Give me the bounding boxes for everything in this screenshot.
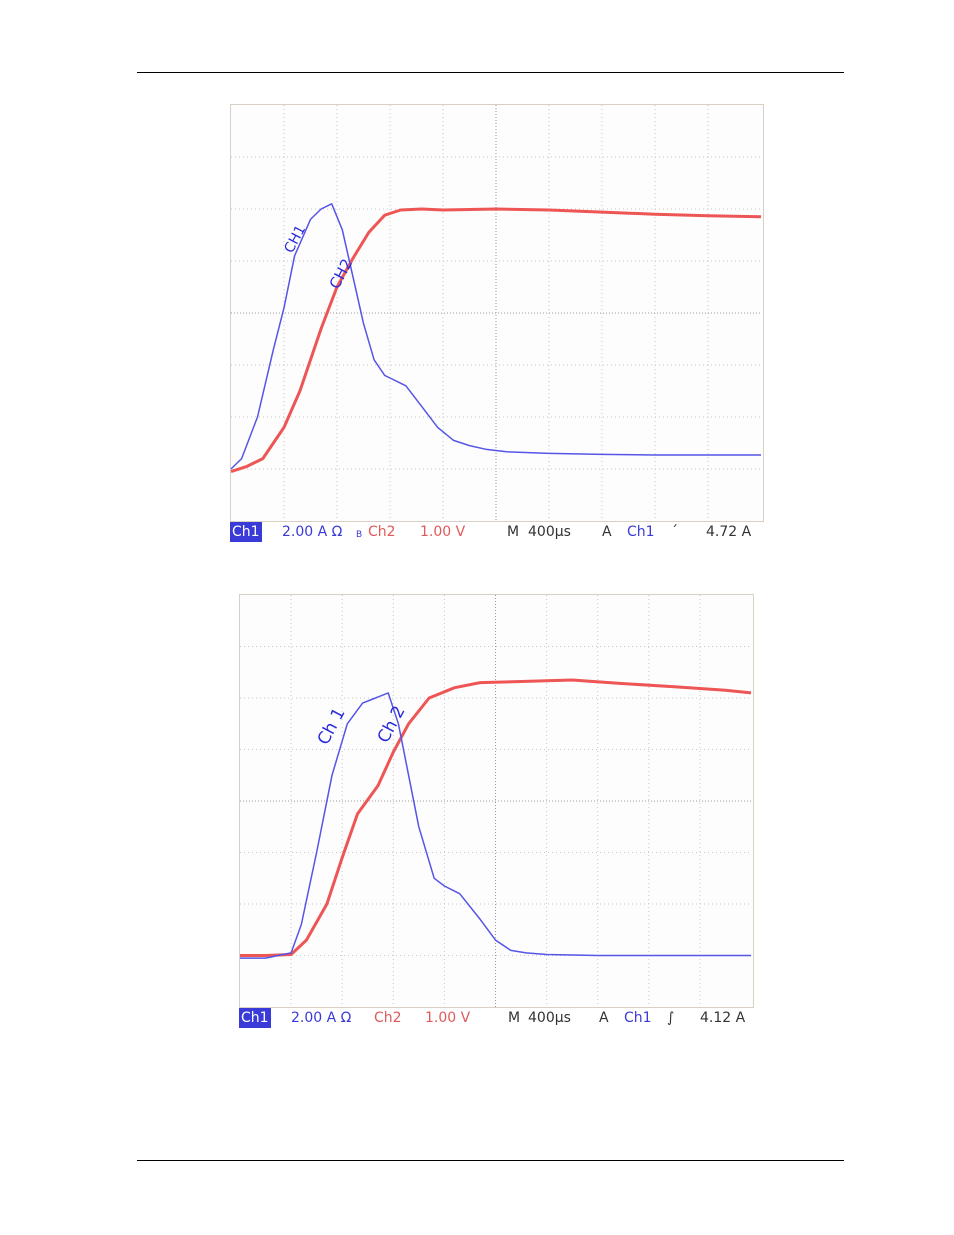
trace-ch-1	[240, 692, 751, 959]
ch1-indicator: Ch1	[230, 522, 262, 542]
ch1-bw-mark: B	[356, 530, 363, 540]
timebase-label: M	[508, 1010, 521, 1026]
waveform-plot-2: Ch 1 Ch 2	[239, 594, 754, 1009]
trigger-falling-icon: ˊ	[671, 524, 678, 540]
graticule-frame	[239, 594, 754, 1009]
trigger-label: A	[599, 1010, 609, 1026]
footer-rule	[137, 1160, 844, 1161]
ch2-indicator: Ch2	[374, 1010, 402, 1026]
trigger-source: Ch1	[627, 524, 655, 540]
ch2-indicator: Ch2	[368, 524, 396, 540]
timebase-label: M	[507, 524, 520, 540]
ch2-scale: 1.00 V	[420, 524, 466, 540]
trigger-level: 4.72 A	[706, 524, 752, 540]
trigger-source: Ch1	[624, 1010, 652, 1026]
ch1-scale: 2.00 A Ω	[291, 1010, 352, 1026]
oscilloscope-capture-1: CH1 CH2 Ch1 2.00 A Ω B Ch2 1.00 V M 400µs…	[230, 104, 764, 542]
ch1-scale: 2.00 A Ω	[282, 524, 343, 540]
trace-ch1	[230, 203, 761, 470]
timebase-value: 400µs	[528, 1010, 571, 1026]
status-bar-2: Ch1 2.00 A Ω Ch2 1.00 V M 400µs A Ch1 ∫ …	[239, 1008, 754, 1028]
oscilloscope-capture-2: Ch 1 Ch 2 Ch1 2.00 A Ω Ch2 1.00 V M 400µs…	[239, 594, 754, 1028]
graticule-frame	[230, 104, 764, 523]
trigger-rising-icon: ∫	[667, 1010, 675, 1026]
header-rule	[137, 72, 844, 73]
trigger-label: A	[602, 524, 612, 540]
trace-ch2	[230, 207, 762, 474]
ch1-indicator: Ch1	[239, 1008, 271, 1028]
trigger-level: 4.12 A	[700, 1010, 746, 1026]
timebase-value: 400µs	[528, 524, 571, 540]
trace-ch-2	[240, 678, 752, 957]
status-bar-1: Ch1 2.00 A Ω B Ch2 1.00 V M 400µs A Ch1 …	[230, 522, 764, 542]
ch2-scale: 1.00 V	[425, 1010, 471, 1026]
